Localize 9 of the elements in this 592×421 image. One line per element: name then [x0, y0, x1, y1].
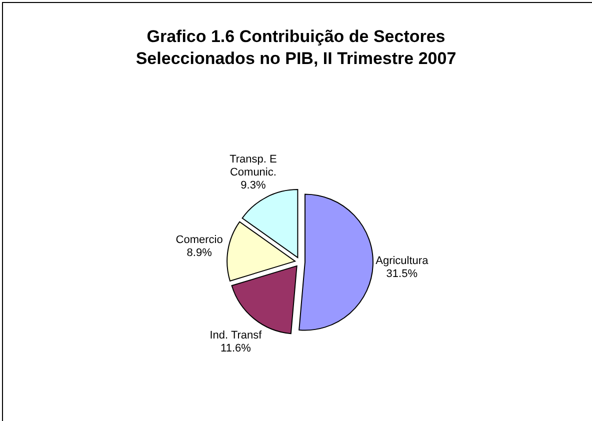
slice-label: Transp. E Comunic. [230, 153, 277, 178]
data-label: 8.9% [186, 247, 212, 260]
slice-label: Ind. Transf [210, 330, 263, 342]
slice-label: Comercio [176, 234, 223, 246]
data-label: 31.5% [386, 268, 418, 280]
data-label: 11.6% [220, 342, 252, 355]
data-label: 9.3% [240, 179, 266, 192]
slice-label: Agricultura [376, 254, 430, 267]
chart-title: Grafico 1.6 Contribuição de Sectores Seleccionados no PIB, II Trimestre 2007 [136, 27, 456, 68]
